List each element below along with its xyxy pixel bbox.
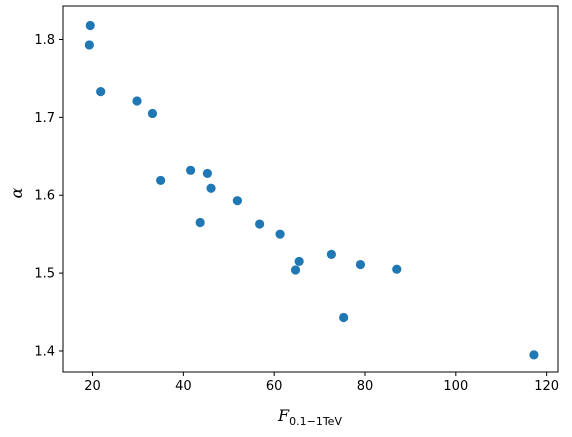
- y-tick-label: 1.6: [34, 189, 55, 204]
- data-point-5: [147, 108, 158, 119]
- data-point-15: [294, 256, 304, 267]
- plot-frame: [62, 5, 559, 373]
- x-tick-label: 40: [175, 379, 192, 394]
- data-point-4: [132, 96, 142, 106]
- y-axis-ticks: 1.4 1.5 1.6 1.7 1.8: [34, 33, 63, 359]
- data-point-9: [202, 168, 213, 179]
- x-tick-label: 80: [357, 379, 374, 394]
- data-point-1: [85, 20, 95, 31]
- data-point-19: [392, 264, 402, 274]
- x-axis-ticks: 20 40 60 80 100 120: [84, 372, 559, 394]
- y-axis-label: α: [7, 187, 26, 198]
- data-point-8: [195, 217, 205, 228]
- data-point-20: [529, 350, 539, 360]
- y-tick-label: 1.4: [34, 344, 55, 359]
- points-layer: [84, 20, 539, 360]
- y-tick-label: 1.8: [34, 33, 55, 48]
- y-tick-label: 1.5: [34, 267, 55, 282]
- data-point-2: [84, 40, 94, 50]
- data-point-10: [206, 183, 216, 193]
- data-point-14: [290, 265, 301, 275]
- data-point-16: [326, 249, 336, 260]
- x-tick-label: 100: [443, 379, 468, 394]
- data-point-18: [355, 259, 366, 270]
- x-tick-label: 20: [84, 379, 101, 394]
- x-axis-label: F0.1−1TeV: [277, 406, 342, 428]
- data-point-17: [339, 312, 349, 323]
- data-point-3: [96, 87, 106, 97]
- data-point-12: [255, 219, 265, 229]
- data-point-11: [232, 196, 242, 206]
- x-tick-label: 60: [266, 379, 283, 394]
- x-tick-label: 120: [534, 379, 559, 394]
- data-point-7: [186, 165, 196, 175]
- y-tick-label: 1.7: [34, 111, 55, 126]
- data-point-6: [156, 175, 166, 186]
- data-point-13: [275, 229, 285, 239]
